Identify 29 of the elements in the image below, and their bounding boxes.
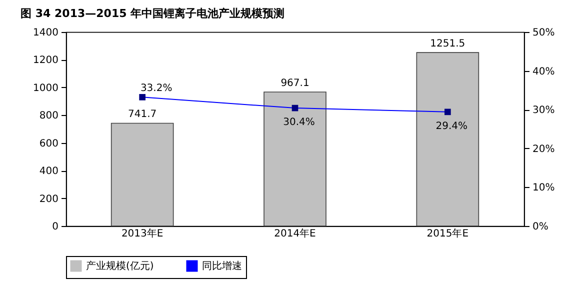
y-tick-label: 1000	[33, 82, 58, 94]
x-tick-label: 2013年E	[121, 228, 164, 240]
y-tick-label: 1400	[33, 28, 58, 38]
y-tick-label: 200	[39, 194, 58, 205]
chart-title: 图 34 2013—2015 年中国锂离子电池产业规模预测	[20, 7, 285, 20]
y-tick-label: 800	[39, 110, 58, 122]
bar	[416, 52, 480, 226]
y-tick-label: 1200	[33, 55, 58, 66]
legend-label: 同比增速	[202, 260, 242, 272]
data-label: 30.4%	[283, 117, 315, 128]
y2-tick-label: 10%	[532, 182, 555, 194]
data-label: 33.2%	[140, 83, 172, 94]
y2-tick-label: 50%	[532, 28, 555, 38]
y2-tick-label: 30%	[532, 105, 555, 116]
data-label: 1251.5	[430, 38, 466, 50]
y2-tick-label: 40%	[532, 66, 555, 78]
y-tick-label: 0	[52, 222, 58, 232]
y-tick-label: 400	[39, 166, 58, 178]
bar	[264, 92, 326, 226]
data-label: 967.1	[280, 78, 310, 89]
y2-tick-label: 0%	[532, 222, 548, 232]
y2-tick-label: 20%	[532, 144, 555, 155]
bar	[110, 122, 174, 226]
data-label: 741.7	[128, 109, 157, 120]
x-tick-label: 2015年E	[426, 228, 469, 240]
x-tick-label: 2014年E	[274, 228, 316, 240]
y-tick-label: 600	[39, 138, 58, 150]
data-label: 29.4%	[436, 120, 468, 132]
legend-label: 产业规模(亿元)	[86, 260, 154, 272]
